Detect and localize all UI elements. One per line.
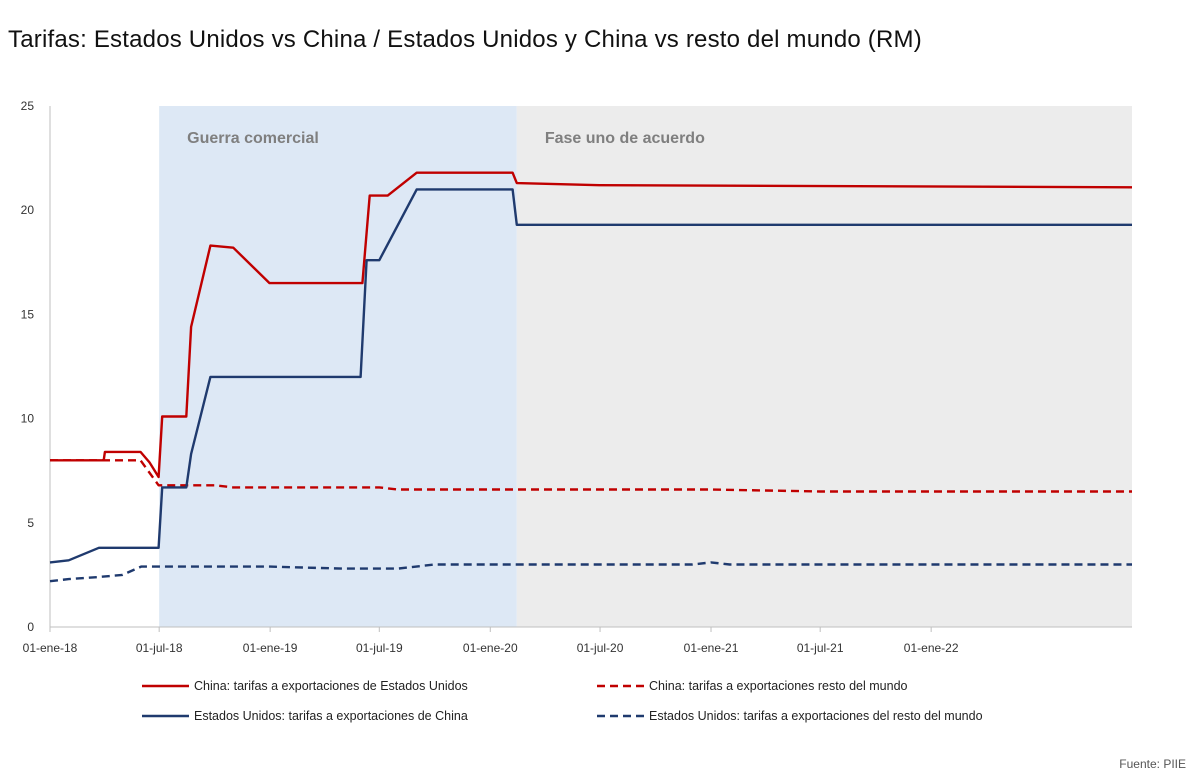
x-tick-label: 01-ene-19 [243, 641, 298, 655]
source-note: Fuente: PIIE [1119, 757, 1186, 771]
shaded-regions [159, 106, 1132, 627]
x-tick-label: 01-jul-21 [797, 641, 844, 655]
y-tick-label: 0 [27, 620, 34, 634]
x-tick-label: 01-jul-18 [136, 641, 183, 655]
x-tick-label: 01-jul-20 [577, 641, 624, 655]
x-tick-label: 01-ene-20 [463, 641, 518, 655]
series-line-2 [49, 188, 1132, 564]
x-tick-label: 01-jul-19 [356, 641, 403, 655]
x-tick-label: 01-ene-21 [684, 641, 739, 655]
region-label-0: Guerra comercial [187, 130, 319, 147]
region-labels: Guerra comercial Fase uno de acuerdo [187, 130, 705, 147]
legend-label-2: Estados Unidos: tarifas a exportaciones … [194, 709, 468, 723]
legend-label-3: Estados Unidos: tarifas a exportaciones … [649, 709, 983, 723]
series-line-0 [50, 171, 1133, 479]
shaded-region-0 [159, 106, 517, 627]
x-tick-label: 01-ene-18 [23, 641, 78, 655]
legend-label-1: China: tarifas a exportaciones resto del… [649, 679, 908, 693]
y-tick-label: 10 [21, 412, 35, 426]
series-line-1 [50, 459, 1132, 493]
y-tick-label: 5 [27, 516, 34, 530]
series-line-3 [49, 561, 1132, 583]
chart-title: Tarifas: Estados Unidos vs China / Estad… [8, 26, 922, 53]
shaded-region-1 [516, 106, 1132, 627]
series-lines [49, 171, 1133, 583]
y-tick-label: 15 [21, 307, 35, 321]
region-label-1: Fase uno de acuerdo [545, 130, 705, 147]
axes: 0 5 10 15 20 25 01-ene-18 01-jul-18 01-ene-19 01-… [21, 99, 1132, 655]
y-tick-label: 25 [21, 99, 35, 113]
legend-label-0: China: tarifas a exportaciones de Estado… [194, 679, 468, 693]
x-tick-label: 01-ene-22 [904, 641, 959, 655]
legend: China: tarifas a exportaciones de Estado… [142, 679, 983, 723]
y-tick-label: 20 [21, 203, 35, 217]
